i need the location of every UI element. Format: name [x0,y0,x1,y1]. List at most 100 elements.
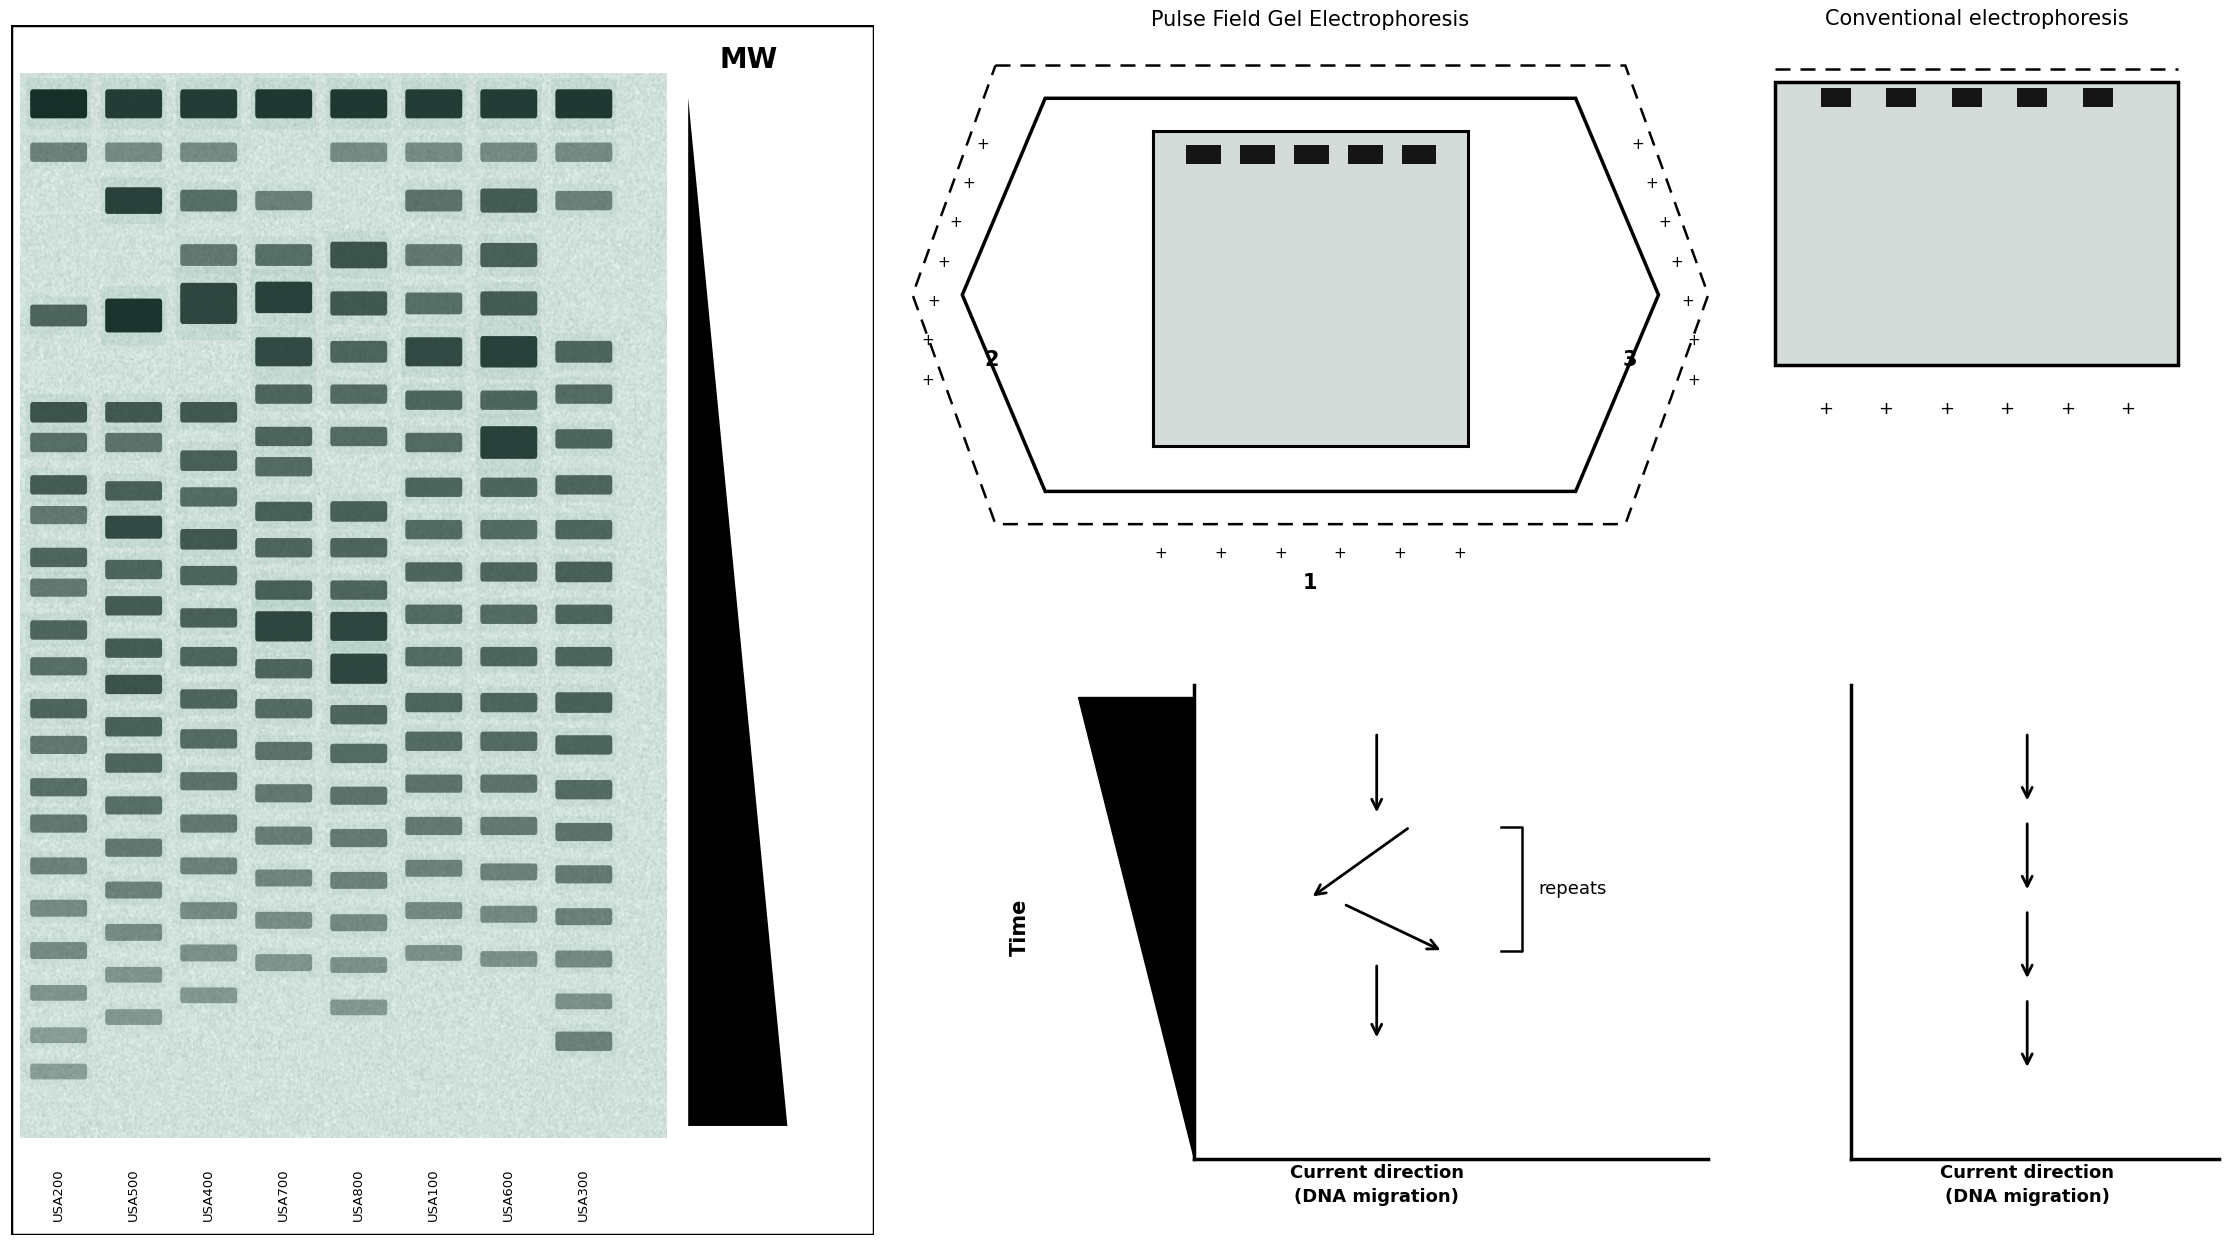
Text: +: + [1454,546,1465,561]
FancyBboxPatch shape [477,234,542,276]
FancyBboxPatch shape [27,771,92,803]
FancyBboxPatch shape [101,394,166,431]
FancyBboxPatch shape [105,299,161,333]
FancyBboxPatch shape [551,728,616,762]
FancyBboxPatch shape [479,816,538,835]
FancyBboxPatch shape [255,538,311,557]
FancyBboxPatch shape [477,179,542,222]
FancyBboxPatch shape [179,142,237,161]
FancyBboxPatch shape [179,402,237,422]
FancyBboxPatch shape [405,732,461,751]
FancyBboxPatch shape [479,693,538,712]
FancyBboxPatch shape [401,513,466,547]
FancyBboxPatch shape [101,1003,166,1031]
FancyBboxPatch shape [327,601,392,651]
FancyBboxPatch shape [177,808,242,839]
FancyBboxPatch shape [401,896,466,925]
FancyBboxPatch shape [551,684,616,721]
FancyBboxPatch shape [251,236,316,275]
FancyBboxPatch shape [179,244,237,266]
FancyBboxPatch shape [327,823,392,854]
Bar [1886,88,1915,107]
Text: USA700: USA700 [278,1168,291,1221]
FancyBboxPatch shape [556,341,612,363]
Text: +: + [1687,333,1700,348]
Text: +: + [1646,176,1658,192]
FancyBboxPatch shape [327,866,392,895]
FancyBboxPatch shape [101,78,166,130]
FancyBboxPatch shape [477,857,542,887]
Text: Time: Time [1010,898,1030,956]
Text: Pulse Field Gel Electrophoresis: Pulse Field Gel Electrophoresis [1151,10,1469,30]
FancyBboxPatch shape [405,775,461,793]
FancyBboxPatch shape [101,178,166,224]
FancyBboxPatch shape [27,499,92,530]
FancyBboxPatch shape [405,89,461,118]
FancyBboxPatch shape [556,475,612,494]
FancyBboxPatch shape [255,784,311,803]
Bar [1295,145,1328,164]
FancyBboxPatch shape [329,581,388,600]
FancyBboxPatch shape [251,820,316,852]
FancyBboxPatch shape [29,1027,87,1043]
FancyBboxPatch shape [179,689,237,708]
FancyBboxPatch shape [477,513,542,547]
FancyBboxPatch shape [556,993,612,1009]
FancyBboxPatch shape [477,413,542,471]
FancyBboxPatch shape [327,994,392,1021]
FancyBboxPatch shape [101,961,166,988]
FancyBboxPatch shape [401,426,466,460]
FancyBboxPatch shape [327,78,392,130]
Text: +: + [1671,255,1682,270]
FancyBboxPatch shape [477,767,542,799]
FancyBboxPatch shape [27,808,92,839]
FancyBboxPatch shape [251,906,316,935]
Bar [1187,145,1221,164]
FancyBboxPatch shape [477,383,542,417]
FancyBboxPatch shape [551,513,616,547]
Text: Conventional electrophoresis: Conventional electrophoresis [1826,10,2128,29]
FancyBboxPatch shape [177,722,242,756]
FancyBboxPatch shape [29,699,87,718]
FancyBboxPatch shape [27,467,92,501]
FancyBboxPatch shape [329,915,388,931]
FancyBboxPatch shape [29,305,87,326]
FancyBboxPatch shape [477,685,542,719]
FancyBboxPatch shape [405,142,461,161]
FancyBboxPatch shape [551,78,616,130]
FancyBboxPatch shape [327,736,392,770]
FancyBboxPatch shape [179,282,237,324]
FancyBboxPatch shape [405,190,461,212]
Text: USA100: USA100 [428,1168,441,1221]
FancyBboxPatch shape [551,902,616,931]
FancyBboxPatch shape [29,475,87,494]
FancyBboxPatch shape [255,244,311,266]
Bar [1821,88,1850,107]
FancyBboxPatch shape [179,857,237,874]
FancyBboxPatch shape [329,142,388,161]
FancyBboxPatch shape [479,863,538,881]
FancyBboxPatch shape [29,814,87,833]
Bar [1241,145,1275,164]
FancyBboxPatch shape [551,135,616,169]
FancyBboxPatch shape [177,78,242,130]
FancyBboxPatch shape [179,646,237,667]
FancyBboxPatch shape [101,746,166,780]
FancyBboxPatch shape [327,908,392,937]
Text: +: + [1687,373,1700,388]
FancyBboxPatch shape [29,900,87,917]
FancyBboxPatch shape [329,654,388,684]
FancyBboxPatch shape [101,507,166,547]
FancyBboxPatch shape [255,699,311,718]
FancyBboxPatch shape [401,810,466,842]
FancyBboxPatch shape [101,474,166,508]
FancyBboxPatch shape [255,742,311,760]
FancyBboxPatch shape [477,640,542,674]
FancyBboxPatch shape [479,906,538,922]
FancyBboxPatch shape [29,736,87,753]
Text: +: + [977,136,990,151]
FancyBboxPatch shape [327,643,392,696]
FancyBboxPatch shape [551,554,616,590]
FancyBboxPatch shape [29,142,87,161]
FancyBboxPatch shape [179,988,237,1003]
